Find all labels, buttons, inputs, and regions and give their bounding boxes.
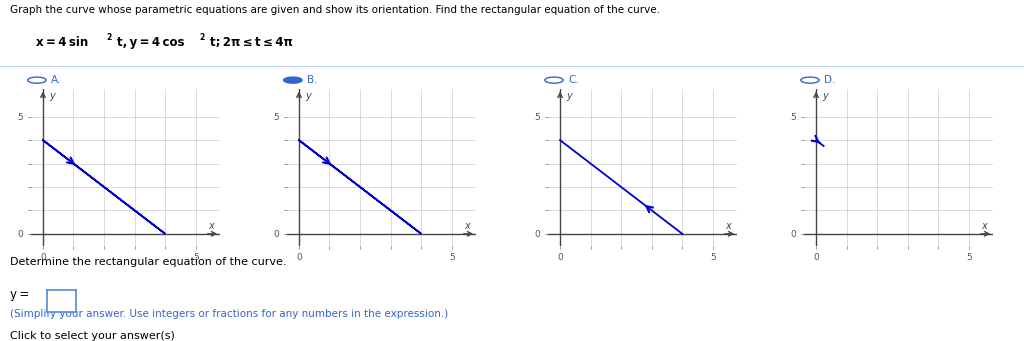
Text: y: y	[566, 91, 572, 101]
Text: 2: 2	[200, 33, 205, 42]
Circle shape	[284, 77, 302, 83]
Text: Click to select your answer(s): Click to select your answer(s)	[10, 331, 175, 341]
Text: y: y	[305, 91, 311, 101]
Text: x: x	[464, 221, 470, 231]
Text: x: x	[208, 221, 214, 231]
Text: (Simplify your answer. Use integers or fractions for any numbers in the expressi: (Simplify your answer. Use integers or f…	[10, 309, 449, 318]
Text: x: x	[725, 221, 731, 231]
Text: x: x	[981, 221, 987, 231]
Text: B.: B.	[307, 75, 317, 85]
Text: t, y = 4 cos: t, y = 4 cos	[117, 36, 184, 49]
Text: A.: A.	[51, 75, 61, 85]
Text: x = 4 sin: x = 4 sin	[36, 36, 88, 49]
Text: 2: 2	[106, 33, 112, 42]
Text: Graph the curve whose parametric equations are given and show its orientation. F: Graph the curve whose parametric equatio…	[10, 5, 660, 15]
Text: t; 2π ≤ t ≤ 4π: t; 2π ≤ t ≤ 4π	[210, 36, 293, 49]
Text: D.: D.	[824, 75, 836, 85]
Text: C.: C.	[568, 75, 579, 85]
Text: y: y	[822, 91, 828, 101]
Text: y: y	[49, 91, 55, 101]
Text: y =: y =	[10, 288, 30, 301]
Text: Determine the rectangular equation of the curve.: Determine the rectangular equation of th…	[10, 257, 287, 267]
